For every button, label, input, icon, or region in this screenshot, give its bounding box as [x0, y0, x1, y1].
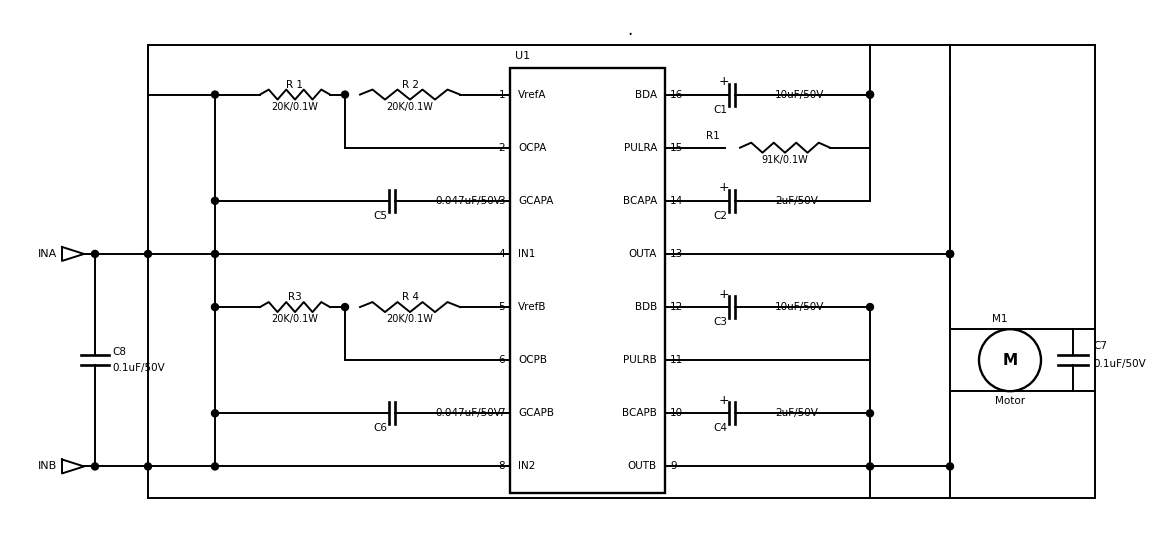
Text: 16: 16	[670, 90, 683, 100]
Text: 11: 11	[670, 355, 683, 365]
Text: 3: 3	[498, 196, 505, 206]
Text: INB: INB	[37, 462, 57, 471]
Circle shape	[212, 304, 219, 311]
Text: 20K/0.1W: 20K/0.1W	[386, 314, 433, 324]
Circle shape	[866, 304, 873, 311]
Circle shape	[92, 251, 99, 257]
Text: 6: 6	[498, 355, 505, 365]
Text: 15: 15	[670, 143, 683, 152]
Text: C8: C8	[112, 347, 126, 357]
Text: R3: R3	[289, 292, 301, 302]
Circle shape	[212, 91, 219, 98]
Circle shape	[946, 463, 953, 470]
Text: BDA: BDA	[634, 90, 656, 100]
Text: C7: C7	[1093, 341, 1107, 351]
Text: 10uF/50V: 10uF/50V	[775, 302, 824, 312]
Text: U1: U1	[514, 51, 530, 61]
Text: C4: C4	[714, 423, 728, 433]
Text: IN2: IN2	[518, 462, 535, 471]
Circle shape	[144, 463, 151, 470]
Text: 8: 8	[498, 462, 505, 471]
Text: C3: C3	[714, 317, 728, 327]
Text: PULRA: PULRA	[624, 143, 656, 152]
Circle shape	[144, 251, 151, 257]
Text: 4: 4	[498, 249, 505, 259]
Text: +: +	[718, 181, 730, 195]
Text: R 2: R 2	[402, 79, 419, 90]
Text: OUTA: OUTA	[629, 249, 656, 259]
Text: C5: C5	[372, 211, 386, 221]
Circle shape	[92, 463, 99, 470]
Circle shape	[212, 251, 219, 257]
Text: 10: 10	[670, 408, 683, 418]
Circle shape	[866, 410, 873, 417]
Text: R1: R1	[707, 131, 721, 141]
Circle shape	[212, 410, 219, 417]
Text: C1: C1	[714, 104, 728, 115]
Text: Motor: Motor	[995, 396, 1025, 406]
Text: GCAPA: GCAPA	[518, 196, 553, 206]
Text: OUTB: OUTB	[627, 462, 656, 471]
Circle shape	[341, 304, 348, 311]
Text: PULRB: PULRB	[623, 355, 656, 365]
Text: OCPB: OCPB	[518, 355, 547, 365]
Text: BDB: BDB	[634, 302, 656, 312]
Circle shape	[212, 197, 219, 204]
Circle shape	[866, 91, 873, 98]
Text: 20K/0.1W: 20K/0.1W	[386, 102, 433, 111]
Text: 2uF/50V: 2uF/50V	[775, 408, 818, 418]
Text: +: +	[718, 288, 730, 301]
Text: 20K/0.1W: 20K/0.1W	[271, 314, 319, 324]
Circle shape	[946, 251, 953, 257]
Text: +: +	[718, 394, 730, 407]
Text: M: M	[1002, 353, 1017, 368]
Text: 9: 9	[670, 462, 676, 471]
Text: 2uF/50V: 2uF/50V	[775, 196, 818, 206]
Text: GCAPB: GCAPB	[518, 408, 554, 418]
Circle shape	[212, 463, 219, 470]
Text: BCAPA: BCAPA	[623, 196, 656, 206]
Text: BCAPB: BCAPB	[622, 408, 656, 418]
Text: R 1: R 1	[286, 79, 304, 90]
Text: M1: M1	[992, 314, 1008, 324]
Text: 0.1uF/50V: 0.1uF/50V	[1093, 359, 1145, 369]
Text: .: .	[627, 21, 632, 39]
Text: IN1: IN1	[518, 249, 535, 259]
Circle shape	[946, 251, 953, 257]
Bar	[510, 68, 665, 493]
Text: 91K/0.1W: 91K/0.1W	[761, 155, 808, 165]
Text: VrefB: VrefB	[518, 302, 547, 312]
Text: C6: C6	[372, 423, 386, 433]
Circle shape	[341, 91, 348, 98]
Text: 2: 2	[498, 143, 505, 152]
Text: OCPA: OCPA	[518, 143, 546, 152]
Text: C2: C2	[714, 211, 728, 221]
Text: 13: 13	[670, 249, 683, 259]
Text: 0.047uF/50V: 0.047uF/50V	[435, 408, 501, 418]
Circle shape	[866, 463, 873, 470]
Text: 14: 14	[670, 196, 683, 206]
Text: INA: INA	[37, 249, 57, 259]
Text: 1: 1	[498, 90, 505, 100]
Circle shape	[946, 251, 953, 257]
Text: 10uF/50V: 10uF/50V	[775, 90, 824, 100]
Text: 7: 7	[498, 408, 505, 418]
Text: R 4: R 4	[402, 292, 419, 302]
Text: VrefA: VrefA	[518, 90, 547, 100]
Text: 0.047uF/50V: 0.047uF/50V	[435, 196, 501, 206]
Text: 12: 12	[670, 302, 683, 312]
Text: 20K/0.1W: 20K/0.1W	[271, 102, 319, 111]
Text: 5: 5	[498, 302, 505, 312]
Text: +: +	[718, 75, 730, 88]
Text: 0.1uF/50V: 0.1uF/50V	[112, 363, 165, 373]
Circle shape	[866, 91, 873, 98]
